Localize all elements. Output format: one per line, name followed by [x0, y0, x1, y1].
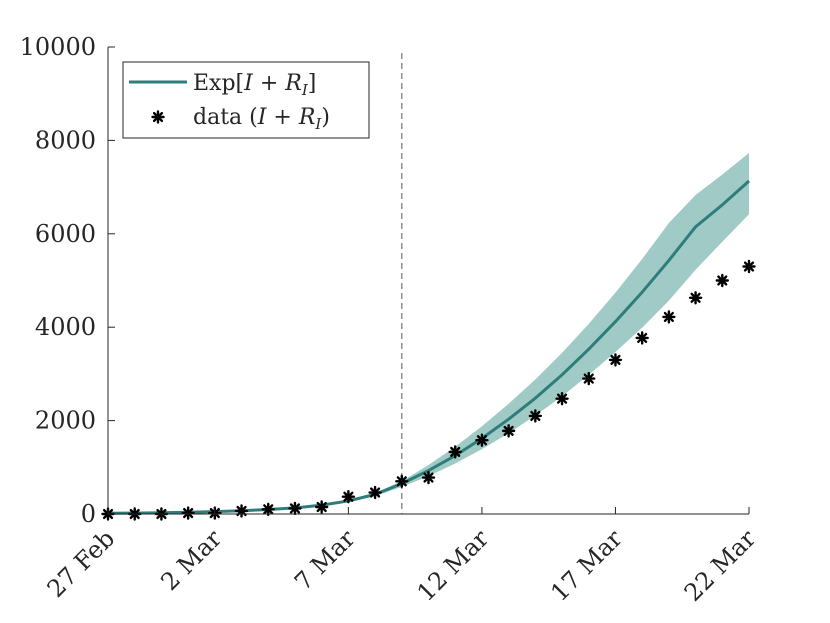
data-point [448, 445, 462, 459]
legend-box [122, 61, 370, 139]
data-point [368, 485, 382, 500]
data-point [341, 490, 356, 504]
data-point [715, 273, 729, 288]
x-tick-label: 17 Mar [545, 524, 628, 607]
legend-marker-swatch [151, 110, 165, 124]
y-tick-label: 4000 [35, 313, 96, 341]
y-tick-label: 10000 [20, 33, 96, 61]
data-point [555, 391, 569, 406]
legend: Exp[I + RI] data (I + RI) [122, 61, 370, 139]
data-point [234, 504, 249, 518]
confidence-band [108, 153, 749, 514]
data-point [662, 310, 676, 324]
x-tick-label: 22 Mar [679, 524, 762, 607]
mean-line-layer [107, 179, 750, 515]
y-tick-label: 6000 [35, 220, 96, 248]
y-tick-label: 8000 [35, 126, 96, 154]
x-tick-label: 27 Feb [42, 524, 121, 603]
data-point [288, 501, 302, 516]
x-tick-label: 2 Mar [155, 524, 227, 596]
data-point [688, 291, 703, 305]
data-point [181, 506, 195, 520]
y-tick-label: 0 [81, 500, 96, 528]
data-point [421, 470, 436, 485]
data-point [582, 371, 596, 386]
data-point [501, 424, 516, 438]
legend-star-icon [151, 110, 165, 124]
data-point [635, 331, 649, 345]
mean-line [107, 179, 750, 515]
data-point [475, 433, 489, 447]
data-point [528, 409, 543, 423]
legend-entry-data: data (I + RI) [193, 105, 330, 133]
confidence-band-layer [108, 153, 749, 514]
x-tick-label: 7 Mar [289, 524, 361, 596]
data-point [261, 502, 275, 517]
data-point [742, 259, 756, 274]
data-point [608, 353, 623, 367]
x-tick-label: 12 Mar [412, 524, 495, 607]
y-tick-label: 2000 [35, 407, 96, 435]
data-point [314, 500, 329, 514]
legend-entry-mean: Exp[I + RI] [193, 71, 316, 99]
data-point [395, 474, 409, 489]
